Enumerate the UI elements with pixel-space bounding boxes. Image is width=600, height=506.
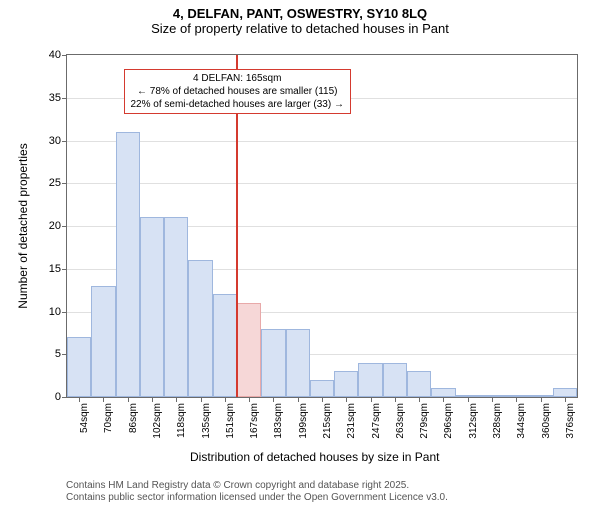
histogram-bar (67, 337, 91, 397)
x-tick-label: 263sqm (395, 403, 406, 439)
histogram-bar (553, 388, 577, 397)
histogram-bar (310, 380, 334, 397)
y-axis-label: Number of detached properties (16, 143, 30, 308)
histogram-bar (213, 294, 237, 397)
x-tick-mark (103, 397, 104, 402)
y-tick-mark (62, 312, 67, 313)
x-tick-label: 376sqm (565, 403, 576, 439)
x-tick-label: 183sqm (273, 403, 284, 439)
x-tick-mark (565, 397, 566, 402)
title-main: 4, DELFAN, PANT, OSWESTRY, SY10 8LQ (0, 6, 600, 21)
y-tick-mark (62, 141, 67, 142)
x-tick-mark (346, 397, 347, 402)
y-tick-mark (62, 397, 67, 398)
histogram-bar (188, 260, 212, 397)
x-tick-mark (128, 397, 129, 402)
x-tick-label: 279sqm (419, 403, 430, 439)
x-tick-label: 312sqm (468, 403, 479, 439)
x-tick-label: 102sqm (152, 403, 163, 439)
histogram-bar (383, 363, 407, 397)
y-tick-mark (62, 55, 67, 56)
y-tick-mark (62, 226, 67, 227)
x-tick-label: 70sqm (103, 403, 114, 433)
y-tick-mark (62, 183, 67, 184)
x-tick-label: 199sqm (298, 403, 309, 439)
x-tick-mark (79, 397, 80, 402)
x-tick-mark (371, 397, 372, 402)
x-tick-mark (395, 397, 396, 402)
histogram-bar (164, 217, 188, 397)
histogram-bar (116, 132, 140, 397)
x-tick-label: 118sqm (176, 403, 187, 438)
footnote: Contains HM Land Registry data © Crown c… (66, 480, 448, 504)
grid-line (67, 183, 577, 184)
title-sub: Size of property relative to detached ho… (0, 21, 600, 36)
x-tick-label: 167sqm (249, 403, 260, 439)
histogram-bar (237, 303, 261, 397)
x-tick-mark (419, 397, 420, 402)
x-tick-label: 247sqm (371, 403, 382, 439)
x-tick-mark (176, 397, 177, 402)
x-tick-label: 296sqm (443, 403, 454, 439)
histogram-plot: 05101520253035404 DELFAN: 165sqm← 78% of… (66, 54, 578, 398)
annotation-line: 22% of semi-detached houses are larger (… (131, 98, 344, 111)
footnote-line: Contains HM Land Registry data © Crown c… (66, 480, 448, 492)
x-tick-label: 135sqm (201, 403, 212, 439)
histogram-bar (91, 286, 115, 397)
x-tick-mark (201, 397, 202, 402)
y-tick-mark (62, 98, 67, 99)
x-tick-mark (322, 397, 323, 402)
x-tick-label: 328sqm (492, 403, 503, 439)
x-tick-label: 231sqm (346, 403, 357, 439)
histogram-bar (261, 329, 285, 397)
grid-line (67, 141, 577, 142)
x-tick-label: 215sqm (322, 403, 333, 439)
histogram-bar (431, 388, 455, 397)
histogram-bar (334, 371, 358, 397)
x-axis-label: Distribution of detached houses by size … (190, 450, 439, 464)
x-tick-mark (152, 397, 153, 402)
x-tick-mark (298, 397, 299, 402)
histogram-bar (407, 371, 431, 397)
x-tick-mark (225, 397, 226, 402)
x-tick-label: 344sqm (516, 403, 527, 439)
x-tick-label: 54sqm (79, 403, 90, 433)
x-tick-label: 86sqm (128, 403, 139, 433)
x-tick-label: 360sqm (541, 403, 552, 439)
footnote-line: Contains public sector information licen… (66, 492, 448, 504)
histogram-bar (140, 217, 164, 397)
annotation-box: 4 DELFAN: 165sqm← 78% of detached houses… (124, 69, 351, 114)
x-tick-mark (249, 397, 250, 402)
x-tick-mark (492, 397, 493, 402)
x-tick-mark (516, 397, 517, 402)
y-tick-mark (62, 269, 67, 270)
annotation-line: 4 DELFAN: 165sqm (131, 72, 344, 85)
x-tick-mark (541, 397, 542, 402)
histogram-bar (286, 329, 310, 397)
annotation-line: ← 78% of detached houses are smaller (11… (131, 85, 344, 98)
x-tick-mark (443, 397, 444, 402)
histogram-bar (358, 363, 382, 397)
x-tick-mark (273, 397, 274, 402)
x-tick-mark (468, 397, 469, 402)
x-tick-label: 151sqm (225, 403, 236, 439)
